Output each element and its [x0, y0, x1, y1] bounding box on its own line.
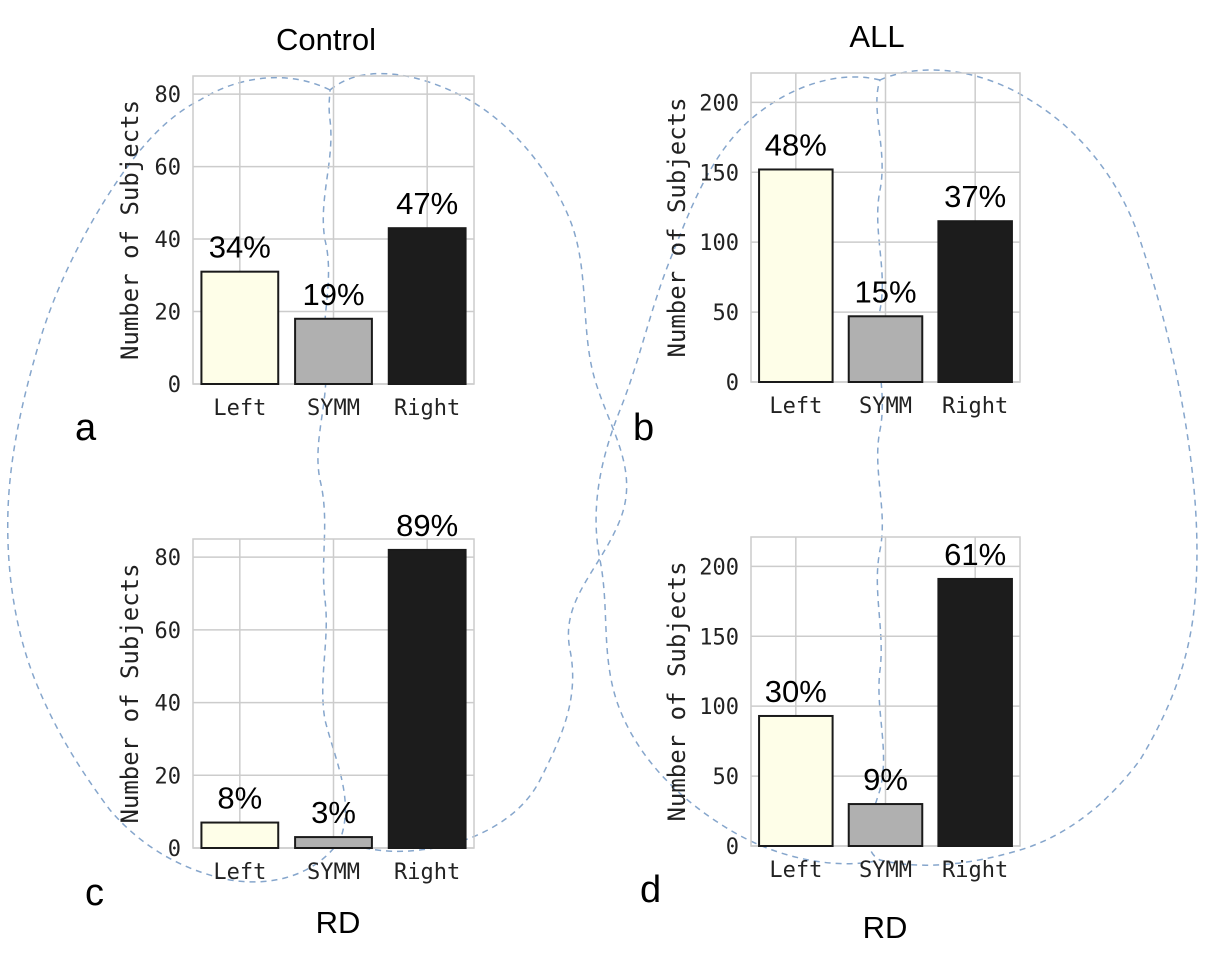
- y-tick-label: 60: [155, 156, 182, 181]
- x-axis-label: RD: [863, 910, 908, 945]
- brain-outline-decoration: [6, 69, 1198, 883]
- y-tick-label: 50: [713, 301, 740, 326]
- brain-outline-middle-lobe: [329, 72, 628, 853]
- x-tick-label: Right: [942, 858, 1008, 883]
- data-label: 15%: [854, 274, 916, 309]
- y-tick-label: 100: [699, 231, 739, 256]
- chart-title: Control: [276, 22, 376, 57]
- y-tick-label: 60: [155, 619, 182, 644]
- y-tick-label: 20: [155, 301, 182, 326]
- data-label: 9%: [863, 762, 908, 797]
- y-tick-label: 100: [699, 695, 739, 720]
- chart-panels: 0 20 40 60 80 34% Left 19% SYMM 47% Right Number of…: [75, 19, 1021, 945]
- y-axis-label: Number of Subjects: [116, 100, 144, 360]
- bar-symm: [847, 803, 924, 848]
- chart-panel-b: 0 50 100 150 200 48% Left 15% SYMM 37% Right Number…: [633, 19, 1021, 449]
- panel-letter: b: [633, 407, 654, 449]
- data-label: 8%: [217, 781, 262, 816]
- y-tick-label: 150: [699, 161, 739, 186]
- y-tick-label: 200: [699, 555, 739, 580]
- x-tick-label: SYMM: [859, 858, 912, 883]
- chart-title: ALL: [849, 19, 904, 54]
- data-label: 34%: [209, 230, 271, 265]
- brain-outline-right-hemisphere: [867, 69, 1198, 866]
- x-tick-label: Right: [394, 396, 460, 421]
- bar-left: [200, 821, 280, 849]
- x-axis-label: RD: [316, 905, 361, 940]
- data-label: 61%: [944, 537, 1006, 572]
- x-tick-label: Left: [213, 396, 266, 421]
- data-label: 47%: [396, 186, 458, 221]
- x-tick-label: SYMM: [307, 860, 360, 885]
- y-tick-label: 40: [155, 228, 182, 253]
- x-tick-label: Left: [769, 858, 822, 883]
- y-tick-label: 20: [155, 764, 182, 789]
- x-tick-label: Right: [394, 860, 460, 885]
- data-label: 48%: [765, 127, 827, 162]
- y-axis-label: Number of Subjects: [663, 97, 691, 357]
- y-tick-label: 40: [155, 692, 182, 717]
- bar-left: [758, 714, 834, 847]
- data-label: 37%: [944, 179, 1006, 214]
- y-tick-label: 80: [155, 546, 182, 571]
- x-tick-label: Left: [213, 860, 266, 885]
- data-label: 30%: [765, 674, 827, 709]
- chart-panel-c: 0 20 40 60 80 8% Left 3% SYMM 89% Right Number of S…: [85, 508, 475, 940]
- brain-outline-left-hemisphere: [6, 76, 347, 883]
- bar-symm: [294, 317, 373, 385]
- chart-panel-a: 0 20 40 60 80 34% Left 19% SYMM 47% Right Number of…: [75, 22, 475, 449]
- x-tick-label: SYMM: [859, 394, 912, 419]
- y-tick-label: 0: [168, 373, 181, 398]
- y-tick-label: 80: [155, 83, 182, 108]
- bar-left: [758, 168, 834, 383]
- x-tick-label: SYMM: [307, 396, 360, 421]
- panel-letter: a: [75, 407, 97, 449]
- data-label: 19%: [302, 277, 364, 312]
- bar-right: [937, 577, 1013, 847]
- bar-right: [387, 548, 467, 849]
- y-axis-label: Number of Subjects: [116, 563, 144, 823]
- y-tick-label: 150: [699, 625, 739, 650]
- y-tick-label: 0: [726, 371, 739, 396]
- bar-symm: [847, 315, 924, 383]
- panel-letter: c: [85, 872, 104, 914]
- chart-panel-d: 0 50 100 150 200 30% Left 9% SYMM 61% Right Number …: [640, 536, 1021, 945]
- bar-left: [200, 270, 280, 386]
- bar-right: [387, 227, 467, 385]
- data-label: 3%: [311, 795, 356, 830]
- data-label: 89%: [396, 508, 458, 543]
- brain-outline-right-middle-lobe: [595, 76, 881, 865]
- x-tick-label: Left: [769, 394, 822, 419]
- panel-letter: d: [640, 869, 661, 911]
- y-axis-label: Number of Subjects: [663, 561, 691, 821]
- y-tick-label: 200: [699, 91, 739, 116]
- bar-right: [937, 220, 1013, 383]
- x-tick-label: Right: [942, 394, 1008, 419]
- y-tick-label: 50: [713, 765, 740, 790]
- bar-symm: [294, 836, 373, 849]
- y-tick-label: 0: [726, 835, 739, 860]
- y-tick-label: 0: [168, 837, 181, 862]
